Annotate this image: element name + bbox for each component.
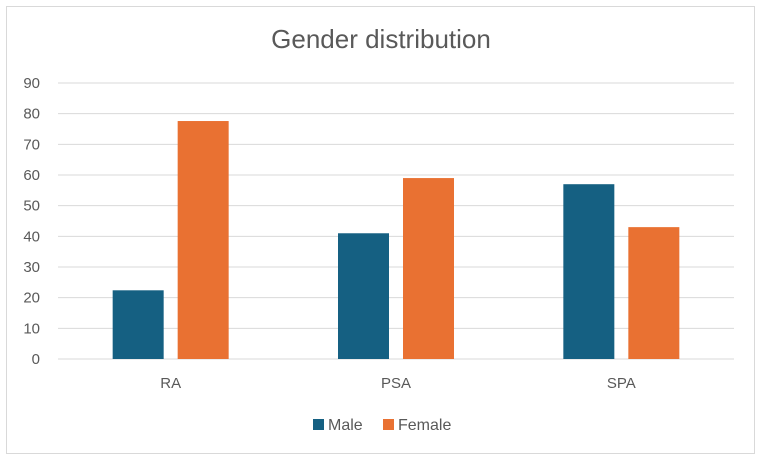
bar-male-spa [563, 184, 615, 359]
legend-swatch-female [383, 419, 394, 430]
y-tick-label: 90 [23, 75, 40, 92]
x-axis-tick-labels: RA PSA SPA [160, 375, 636, 392]
y-tick-label: 20 [23, 290, 40, 307]
bar-female-psa [403, 178, 454, 359]
x-tick-label: RA [160, 375, 181, 392]
y-tick-label: 0 [32, 351, 40, 368]
x-tick-label: PSA [381, 375, 411, 392]
y-tick-label: 10 [23, 320, 40, 337]
bar-male-ra [112, 290, 164, 359]
y-tick-label: 30 [23, 259, 40, 276]
bars [112, 121, 680, 359]
y-tick-label: 40 [23, 228, 40, 245]
legend-swatch-male [313, 419, 324, 430]
x-tick-label: SPA [607, 375, 636, 392]
y-tick-label: 70 [23, 136, 40, 153]
bar-female-spa [628, 227, 680, 359]
y-axis-tick-labels: 0 10 20 30 40 50 60 70 80 90 [23, 75, 40, 368]
y-tick-label: 80 [23, 106, 40, 123]
chart-title: Gender distribution [271, 24, 491, 54]
y-tick-label: 50 [23, 198, 40, 215]
y-tick-label: 60 [23, 167, 40, 184]
bar-male-psa [338, 233, 389, 359]
legend-label-female: Female [398, 417, 451, 434]
gridlines [58, 82, 734, 360]
legend: Male Female [313, 417, 451, 434]
legend-label-male: Male [328, 417, 363, 434]
bar-female-ra [177, 121, 229, 359]
